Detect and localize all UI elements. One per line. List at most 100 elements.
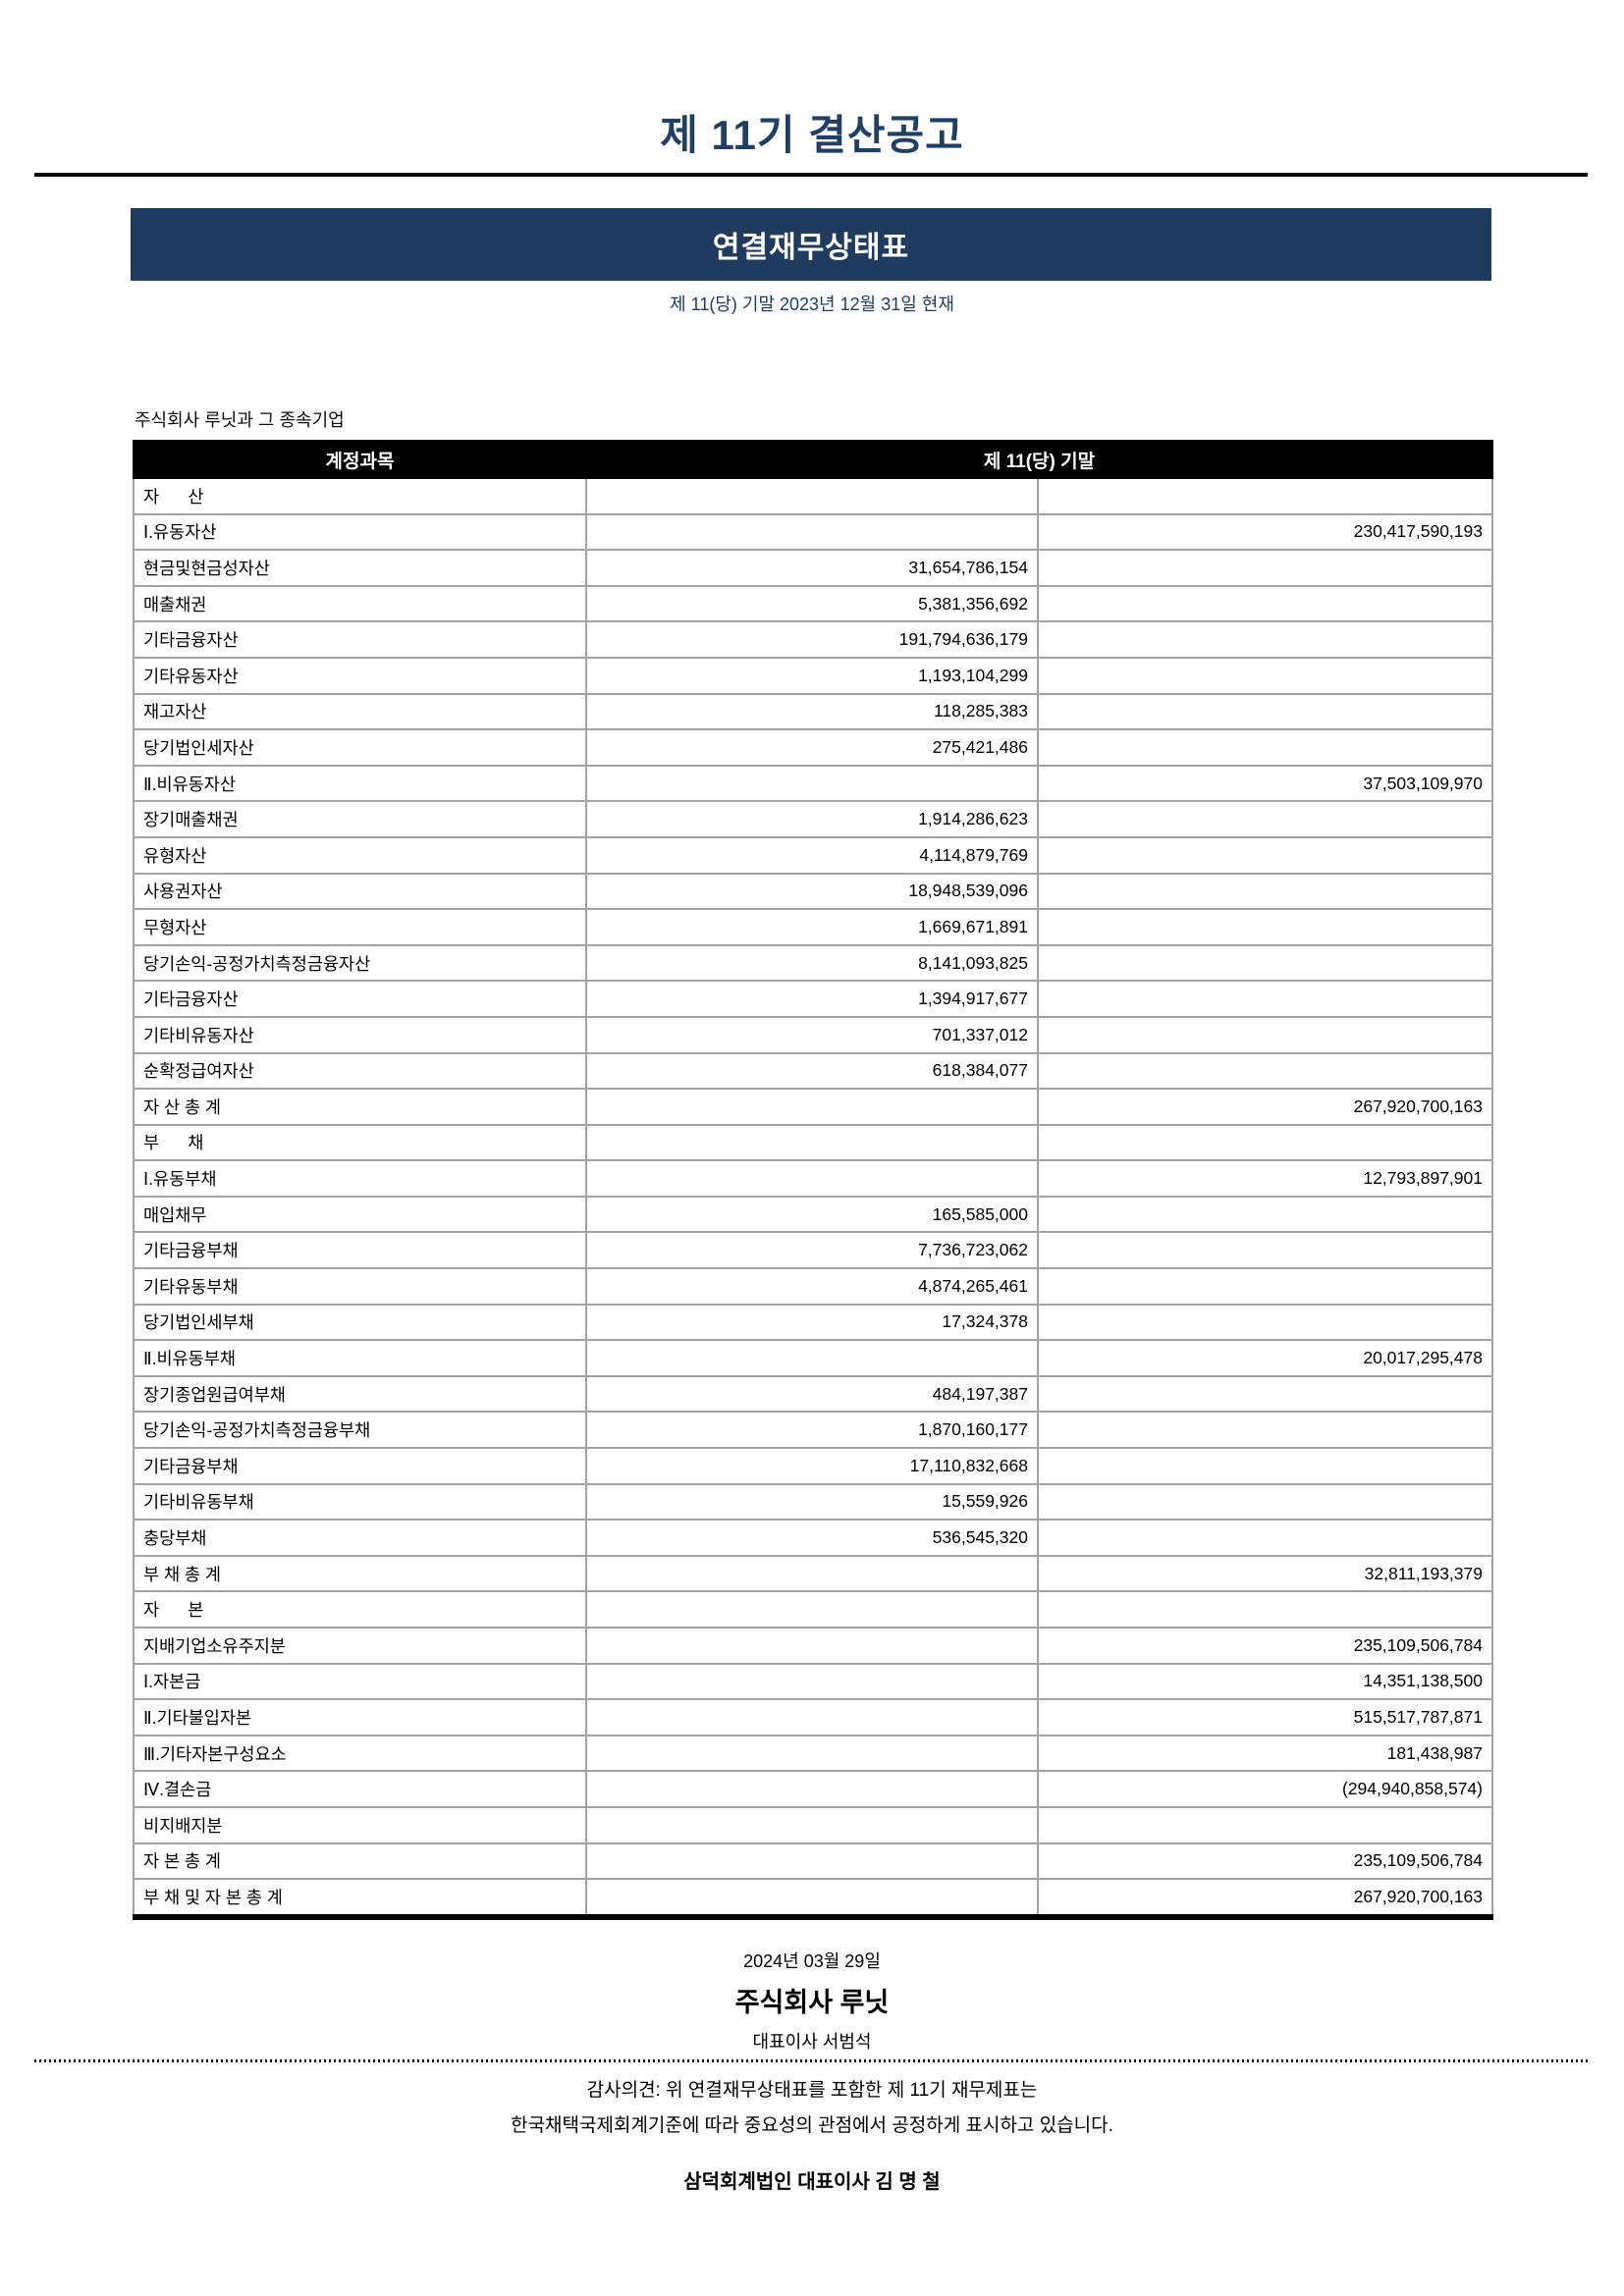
amount-total-cell xyxy=(1037,980,1493,1018)
amount-total-cell xyxy=(1037,1015,1493,1054)
table-row: 당기손익-공정가치측정금융자산 8,141,093,825 xyxy=(133,943,1493,983)
table-row: 비지배지분 xyxy=(133,1805,1493,1844)
amount-detail-cell xyxy=(585,1554,1039,1593)
amount-detail-cell: 4,874,265,461 xyxy=(585,1267,1039,1306)
account-cell: 자 본 xyxy=(133,1590,587,1629)
account-cell: 기타금융부채 xyxy=(133,1447,587,1485)
amount-detail-cell xyxy=(585,764,1039,803)
amount-total-cell: 37,503,109,970 xyxy=(1037,764,1493,803)
amount-detail-cell xyxy=(585,512,1039,552)
amount-detail-cell: 17,324,378 xyxy=(585,1303,1039,1342)
table-row: 매입채무 165,585,000 xyxy=(133,1195,1493,1234)
account-cell: Ⅱ.비유동부채 xyxy=(133,1339,587,1377)
period-column-header: 제 11(당) 기말 xyxy=(585,440,1493,479)
amount-total-cell xyxy=(1037,1231,1493,1270)
account-cell: 비지배지분 xyxy=(133,1805,587,1844)
table-row: Ⅰ.자본금 14,351,138,500 xyxy=(133,1662,1493,1701)
account-cell: Ⅰ.자본금 xyxy=(133,1662,587,1701)
amount-total-cell xyxy=(1037,1195,1493,1234)
amount-detail-cell: 275,421,486 xyxy=(585,728,1039,767)
account-cell: 매출채권 xyxy=(133,584,587,623)
audit-opinion-line-2: 한국채택국제회계기준에 따라 중요성의 관점에서 공정하게 표시하고 있습니다. xyxy=(511,2115,1113,2136)
account-cell: 당기법인세자산 xyxy=(133,728,587,767)
amount-total-cell xyxy=(1037,549,1493,587)
table-row: Ⅰ.유동자산 230,417,590,193 xyxy=(133,512,1493,552)
amount-detail-cell xyxy=(585,1842,1039,1881)
amount-detail-cell: 191,794,636,179 xyxy=(585,620,1039,659)
amount-total-cell xyxy=(1037,1447,1493,1485)
table-row: 자 산 총 계 267,920,700,163 xyxy=(133,1088,1493,1126)
table-row: 기타유동부채 4,874,265,461 xyxy=(133,1267,1493,1306)
table-row: 장기매출채권 1,914,286,623 xyxy=(133,800,1493,838)
amount-total-cell xyxy=(1037,656,1493,695)
account-cell: 장기매출채권 xyxy=(133,800,587,838)
amount-total-cell xyxy=(1037,908,1493,946)
amount-detail-cell: 4,114,879,769 xyxy=(585,835,1039,875)
amount-detail-cell: 31,654,786,154 xyxy=(585,549,1039,587)
amount-detail-cell: 18,948,539,096 xyxy=(585,872,1039,911)
account-cell: 당기손익-공정가치측정금융자산 xyxy=(133,943,587,983)
company-group-line: 주식회사 루닛과 그 종속기업 xyxy=(135,410,345,430)
table-row: 순확정급여자산 618,384,077 xyxy=(133,1051,1493,1091)
account-cell: 매입채무 xyxy=(133,1195,587,1234)
statement-subtitle: 제 11(당) 기말 2023년 12월 31일 현재 xyxy=(670,294,954,314)
account-cell: 부 채 xyxy=(133,1123,587,1162)
table-row: Ⅱ.비유동부채 20,017,295,478 xyxy=(133,1339,1493,1377)
account-cell: 당기법인세부채 xyxy=(133,1303,587,1342)
account-cell: 유형자산 xyxy=(133,835,587,875)
account-cell: Ⅳ.결손금 xyxy=(133,1770,587,1808)
amount-detail-cell: 5,381,356,692 xyxy=(585,584,1039,623)
table-row: 기타금융부채 17,110,832,668 xyxy=(133,1447,1493,1485)
table-row: Ⅳ.결손금 (294,940,858,574) xyxy=(133,1770,1493,1808)
statement-title: 연결재무상태표 xyxy=(712,232,910,264)
table-row: 당기법인세부채 17,324,378 xyxy=(133,1303,1493,1342)
amount-detail-cell: 484,197,387 xyxy=(585,1374,1039,1414)
account-cell: 지배기업소유주지분 xyxy=(133,1627,587,1665)
amount-detail-cell: 1,669,671,891 xyxy=(585,908,1039,946)
amount-total-cell xyxy=(1037,477,1493,515)
table-row: Ⅱ.기타불입자본 515,517,787,871 xyxy=(133,1698,1493,1736)
amount-detail-cell: 1,914,286,623 xyxy=(585,800,1039,838)
amount-total-cell xyxy=(1037,1123,1493,1162)
amount-total-cell xyxy=(1037,728,1493,767)
table-row: 사용권자산 18,948,539,096 xyxy=(133,872,1493,911)
title-underline xyxy=(34,173,1588,177)
account-cell: 현금및현금성자산 xyxy=(133,549,587,587)
amount-total-cell xyxy=(1037,1590,1493,1629)
table-row: 재고자산 118,285,383 xyxy=(133,692,1493,731)
table-row: 기타금융자산 191,794,636,179 xyxy=(133,620,1493,659)
account-cell: 기타금융자산 xyxy=(133,620,587,659)
amount-total-cell xyxy=(1037,1482,1493,1522)
amount-total-cell xyxy=(1037,1374,1493,1414)
account-cell: 기타금융자산 xyxy=(133,980,587,1018)
table-row: Ⅰ.유동부채 12,793,897,901 xyxy=(133,1159,1493,1198)
amount-detail-cell: 118,285,383 xyxy=(585,692,1039,731)
amount-total-cell xyxy=(1037,872,1493,911)
account-cell: 기타금융부채 xyxy=(133,1231,587,1270)
amount-detail-cell xyxy=(585,1627,1039,1665)
amount-detail-cell: 15,559,926 xyxy=(585,1482,1039,1522)
amount-detail-cell xyxy=(585,1734,1039,1773)
account-cell: 자 산 총 계 xyxy=(133,1088,587,1126)
account-cell: 재고자산 xyxy=(133,692,587,731)
auditor-line: 삼덕회계법인 대표이사 김 명 철 xyxy=(683,2171,941,2193)
company-name: 주식회사 루닛 xyxy=(734,1988,890,2017)
table-row: 당기손익-공정가치측정금융부채 1,870,160,177 xyxy=(133,1411,1493,1450)
table-row: 유형자산 4,114,879,769 xyxy=(133,835,1493,875)
amount-total-cell xyxy=(1037,1519,1493,1557)
account-cell: 기타비유동부채 xyxy=(133,1482,587,1522)
amount-total-cell: (294,940,858,574) xyxy=(1037,1770,1493,1808)
amount-detail-cell: 17,110,832,668 xyxy=(585,1447,1039,1485)
account-cell: 사용권자산 xyxy=(133,872,587,911)
amount-detail-cell xyxy=(585,1770,1039,1808)
amount-total-cell xyxy=(1037,584,1493,623)
amount-total-cell xyxy=(1037,800,1493,838)
amount-detail-cell xyxy=(585,477,1039,515)
amount-detail-cell: 165,585,000 xyxy=(585,1195,1039,1234)
table-row: 기타비유동자산 701,337,012 xyxy=(133,1015,1493,1054)
amount-total-cell: 20,017,295,478 xyxy=(1037,1339,1493,1377)
amount-total-cell xyxy=(1037,1051,1493,1091)
amount-detail-cell xyxy=(585,1698,1039,1736)
table-body: 자 산 Ⅰ.유동자산 230,417,590,193 현금및현금성자산 31,654,7… xyxy=(133,477,1493,1918)
amount-total-cell: 32,811,193,379 xyxy=(1037,1554,1493,1593)
